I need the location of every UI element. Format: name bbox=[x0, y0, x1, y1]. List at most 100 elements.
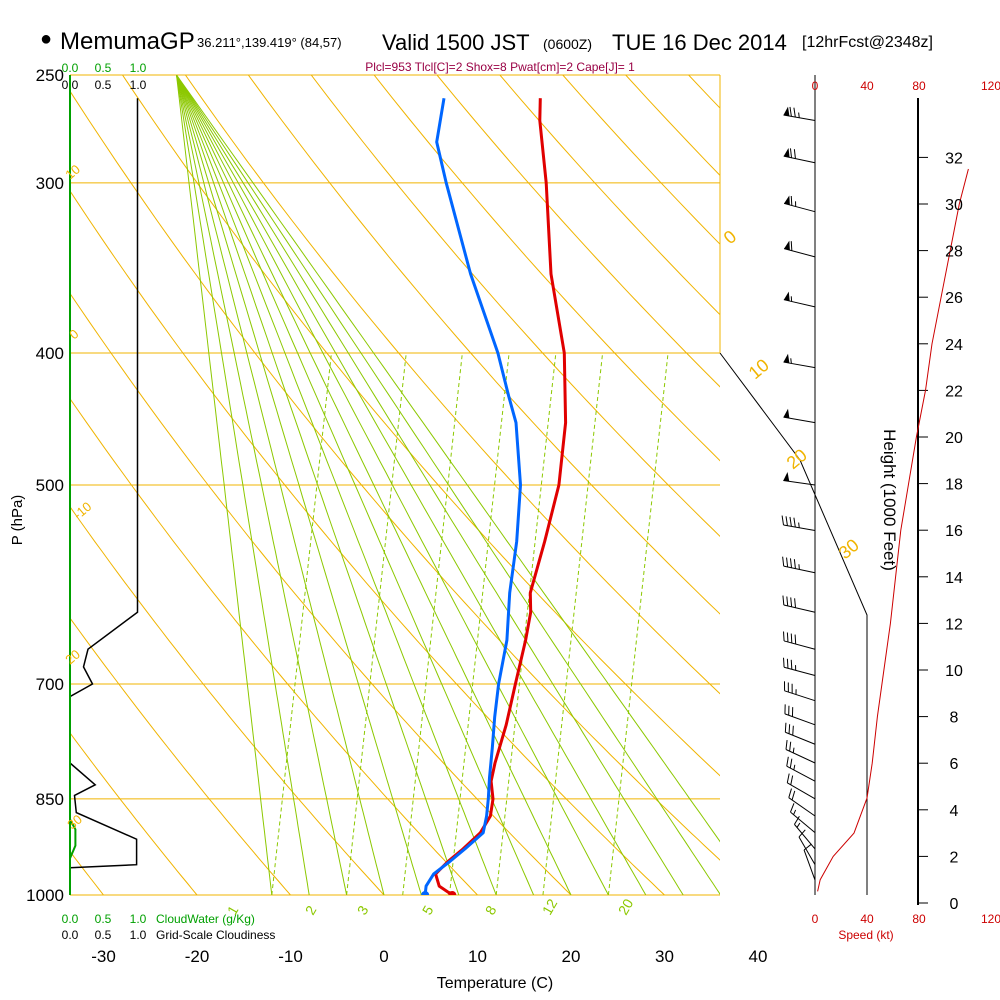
wind-barb bbox=[783, 291, 816, 308]
wind-barb-pennant bbox=[783, 408, 790, 419]
moist-adiabat bbox=[176, 75, 348, 895]
mixing-ratio-label: 2 bbox=[302, 903, 320, 918]
wind-barb-staff bbox=[783, 666, 816, 676]
speed-tick-label: 40 bbox=[860, 912, 874, 926]
wind-barb-flag bbox=[785, 516, 788, 526]
temperature-tick-label: 10 bbox=[468, 947, 487, 966]
wind-barb-staff bbox=[794, 824, 816, 850]
pressure-tick-label: 500 bbox=[36, 476, 64, 495]
wind-barb-flag bbox=[786, 632, 789, 643]
wind-barb-flag bbox=[786, 596, 789, 606]
wind-barb bbox=[785, 740, 816, 764]
height-tick-label: 14 bbox=[945, 570, 963, 587]
wind-barb-flag bbox=[789, 741, 792, 752]
x-axis-title: Temperature (C) bbox=[437, 975, 553, 992]
cloudwater-tick-label: 0.0 bbox=[62, 912, 79, 926]
wind-barb bbox=[790, 803, 816, 834]
mixing-ratio-line bbox=[607, 352, 669, 895]
dry-adiabat bbox=[70, 617, 291, 895]
height-tick-label: 24 bbox=[945, 337, 963, 354]
wind-barb-flag bbox=[793, 559, 796, 569]
speed-tick-label: 0 bbox=[812, 79, 819, 93]
cloudiness-tick-label: 1.0 bbox=[130, 928, 147, 942]
mixing-ratio-label: 20 bbox=[615, 896, 637, 918]
wind-barb-flag bbox=[790, 803, 795, 813]
dry-adiabat bbox=[373, 75, 720, 462]
wind-barb-staff bbox=[803, 849, 816, 881]
moist-adiabat bbox=[176, 75, 422, 895]
pressure-tick-label: 700 bbox=[36, 675, 64, 694]
wind-barb-flag bbox=[790, 633, 793, 644]
pressure-tick-label: 300 bbox=[36, 174, 64, 193]
sounding-profiles bbox=[421, 97, 568, 895]
wind-barb-pennant bbox=[783, 106, 790, 117]
speed-profile-line bbox=[817, 168, 969, 892]
wind-barb-staff bbox=[783, 361, 816, 369]
wind-barb bbox=[781, 515, 816, 532]
dry-adiabat-label: 0 bbox=[66, 326, 81, 342]
wind-barb bbox=[783, 472, 816, 486]
moist-adiabat bbox=[176, 75, 609, 895]
wind-barb-flag bbox=[790, 597, 793, 607]
wind-barb-flag bbox=[786, 557, 789, 568]
mixing-ratio-line bbox=[448, 352, 510, 895]
height-tick-label: 0 bbox=[950, 896, 959, 913]
wind-barb bbox=[788, 788, 816, 817]
wind-barb-staff bbox=[783, 299, 816, 308]
wind-barb bbox=[783, 195, 816, 213]
dry-adiabat bbox=[70, 732, 198, 895]
height-tick-label: 8 bbox=[950, 710, 959, 727]
moist-adiabat-lines bbox=[176, 75, 720, 895]
wind-barb bbox=[783, 681, 816, 702]
temperature-tick-label: -10 bbox=[278, 947, 303, 966]
wind-barb-pennant bbox=[784, 195, 790, 205]
pressure-tick-label: 850 bbox=[36, 790, 64, 809]
wind-barb-flag bbox=[790, 775, 794, 785]
height-tick-label: 32 bbox=[945, 150, 963, 167]
height-tick-label: 16 bbox=[945, 523, 963, 540]
mixing-ratio-label: 3 bbox=[354, 903, 372, 918]
speed-tick-label: 0 bbox=[812, 912, 819, 926]
wind-barb-staff bbox=[790, 811, 816, 834]
wind-barb-flag bbox=[782, 556, 785, 567]
wind-barb bbox=[783, 631, 816, 650]
wind-barb-flag bbox=[789, 758, 793, 769]
mixing-ratio-lines bbox=[271, 352, 669, 895]
speed-tick-label: 80 bbox=[912, 79, 926, 93]
wind-barb-staff bbox=[786, 765, 816, 782]
surface-dewpoint-point bbox=[421, 891, 430, 895]
moist-adiabat bbox=[176, 75, 497, 895]
wind-barb-flag bbox=[788, 788, 792, 798]
valid-date: TUE 16 Dec 2014 bbox=[612, 30, 787, 55]
cloud-panel: 0.00.00.50.51.01.00.00.00.50.51.01.0Clou… bbox=[62, 61, 276, 942]
dry-adiabat bbox=[70, 292, 572, 895]
wind-barb-staff bbox=[783, 416, 816, 424]
moist-adiabat bbox=[176, 75, 572, 895]
wind-barb-pennant bbox=[783, 291, 790, 302]
pressure-tick-label: 250 bbox=[36, 66, 64, 85]
wind-barb bbox=[786, 756, 816, 782]
dry-adiabat-label: -10 bbox=[70, 499, 94, 523]
wind-barb bbox=[783, 657, 816, 676]
pressure-tick-label: 1000 bbox=[26, 886, 64, 905]
cloudiness-tick-label: 0.0 bbox=[62, 928, 79, 942]
dry-adiabat-label: 30 bbox=[835, 535, 863, 563]
wind-barb-flag bbox=[790, 241, 793, 251]
wind-barb-staff bbox=[784, 713, 816, 726]
wind-barb bbox=[798, 829, 816, 865]
wind-barb-half-flag bbox=[790, 358, 792, 364]
cloudiness-axis-title: Grid-Scale Cloudiness bbox=[156, 928, 275, 942]
wind-barb-flag bbox=[785, 740, 788, 750]
speed-tick-label: 80 bbox=[912, 912, 926, 926]
mixing-ratio-label: 12 bbox=[539, 896, 561, 918]
cloudwater-tick-label: 0.5 bbox=[95, 61, 112, 75]
height-tick-label: 10 bbox=[945, 663, 963, 680]
temperature-tick-label: 30 bbox=[655, 947, 674, 966]
wind-barb-flag bbox=[786, 773, 790, 783]
wind-barb-staff bbox=[787, 782, 816, 800]
moist-adiabat bbox=[176, 75, 720, 895]
wind-barb-flag bbox=[786, 756, 789, 767]
wind-barb-flag bbox=[794, 816, 800, 825]
